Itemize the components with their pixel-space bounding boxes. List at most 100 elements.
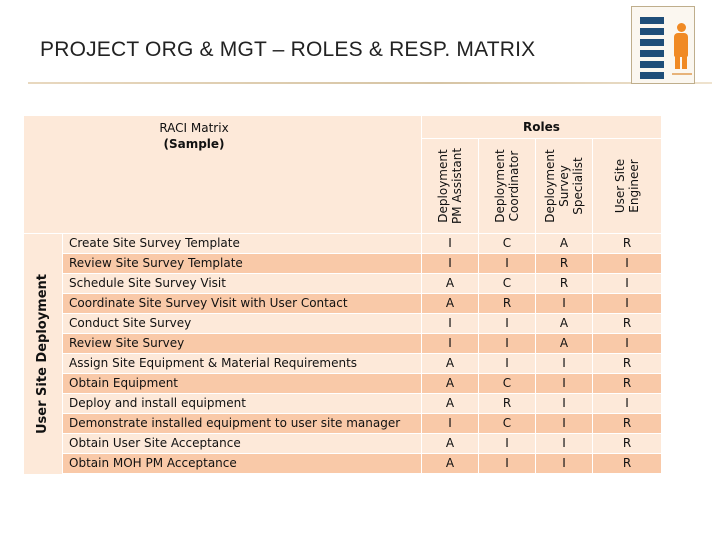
table-row: Coordinate Site Survey Visit with User C… [63, 294, 661, 313]
role-header-cell: Deployment Survey Specialist [536, 139, 592, 233]
table-row: Create Site Survey Template I C A R [63, 234, 661, 253]
task-label: Obtain MOH PM Acceptance [69, 456, 237, 470]
thumbnail-bar [640, 61, 664, 68]
raci-cell: A [445, 376, 455, 390]
raci-cell: A [445, 396, 455, 410]
raci-cell: I [625, 296, 629, 310]
slide-thumbnail-image [631, 6, 695, 84]
raci-cell: I [562, 356, 566, 370]
raci-cell: I [505, 456, 509, 470]
raci-cell: I [625, 256, 629, 270]
raci-cell: I [448, 336, 452, 350]
role-label-pm-assistant: Deployment PM Assistant [436, 147, 464, 225]
column-divider [478, 139, 479, 474]
raci-cell: I [562, 376, 566, 390]
raci-cell: I [625, 336, 629, 350]
raci-cell: I [562, 436, 566, 450]
task-label: Obtain User Site Acceptance [69, 436, 241, 450]
column-divider [535, 139, 536, 474]
raci-cell: I [505, 356, 509, 370]
raci-cell: A [445, 296, 455, 310]
raci-cell: I [448, 416, 452, 430]
raci-cell: I [505, 436, 509, 450]
role-header-cell: Deployment PM Assistant [422, 139, 478, 233]
person-icon [674, 23, 688, 69]
table-row: Schedule Site Survey Visit A C R I [63, 274, 661, 293]
raci-cell: R [502, 396, 512, 410]
matrix-title: RACI Matrix (Sample) [24, 120, 364, 152]
raci-cell: I [505, 256, 509, 270]
table-row: Assign Site Equipment & Material Require… [63, 354, 661, 373]
role-label-site-engineer: User Site Engineer [613, 158, 641, 214]
raci-cell: I [562, 296, 566, 310]
task-label: Demonstrate installed equipment to user … [69, 416, 401, 430]
raci-cell: R [622, 376, 632, 390]
table-row: Obtain User Site Acceptance A I I R [63, 434, 661, 453]
slide-title: PROJECT ORG & MGT – ROLES & RESP. MATRIX [40, 38, 536, 61]
raci-cell: R [622, 456, 632, 470]
task-label: Create Site Survey Template [69, 236, 240, 250]
raci-cell: I [505, 316, 509, 330]
thumbnail-bar [640, 17, 664, 24]
role-label-coordinator: Deployment Coordinator [493, 149, 521, 223]
raci-cell: I [505, 336, 509, 350]
thumbnail-bar [640, 28, 664, 35]
raci-cell: R [622, 356, 632, 370]
matrix-title-line2: (Sample) [163, 137, 225, 151]
task-label: Assign Site Equipment & Material Require… [69, 356, 358, 370]
task-label: Obtain Equipment [69, 376, 179, 390]
raci-cell: R [622, 436, 632, 450]
raci-cell: R [502, 296, 512, 310]
column-divider [421, 116, 422, 474]
raci-cell: A [559, 316, 569, 330]
role-header-cell: User Site Engineer [593, 139, 661, 233]
raci-cell: I [625, 396, 629, 410]
role-label-survey-specialist: Deployment Survey Specialist [543, 149, 585, 223]
task-label: Review Site Survey [69, 336, 185, 350]
task-label: Conduct Site Survey [69, 316, 192, 330]
title-divider [28, 82, 712, 84]
raci-cell: I [562, 456, 566, 470]
task-label: Schedule Site Survey Visit [69, 276, 226, 290]
raci-cell: C [502, 276, 512, 290]
raci-cell: A [445, 456, 455, 470]
raci-cell: I [448, 316, 452, 330]
raci-cell: C [502, 236, 512, 250]
raci-cell: I [625, 276, 629, 290]
raci-cell: C [502, 416, 512, 430]
table-row: Demonstrate installed equipment to user … [63, 414, 661, 433]
table-row: Deploy and install equipment A R I I [63, 394, 661, 413]
row-divider [24, 233, 661, 234]
group-cell: User Site Deployment [24, 234, 62, 474]
raci-cell: A [559, 236, 569, 250]
task-label: Coordinate Site Survey Visit with User C… [69, 296, 348, 310]
raci-cell: C [502, 376, 512, 390]
raci-cell: R [559, 256, 569, 270]
thumbnail-bar [640, 39, 664, 46]
task-label: Review Site Survey Template [69, 256, 243, 270]
raci-cell: R [622, 316, 632, 330]
row-divider [422, 138, 661, 139]
raci-cell: R [622, 236, 632, 250]
table-row: Review Site Survey Template I I R I [63, 254, 661, 273]
table-row: Review Site Survey I I A I [63, 334, 661, 353]
thumbnail-caption [672, 73, 692, 75]
matrix-title-cell: RACI Matrix (Sample) [24, 116, 421, 233]
raci-cell: I [562, 416, 566, 430]
raci-cell: A [445, 356, 455, 370]
task-label: Deploy and install equipment [69, 396, 246, 410]
raci-cell: I [448, 256, 452, 270]
column-divider [592, 139, 593, 474]
raci-cell: I [562, 396, 566, 410]
role-header-cell: Deployment Coordinator [479, 139, 535, 233]
raci-cell: A [445, 436, 455, 450]
table-row: Conduct Site Survey I I A R [63, 314, 661, 333]
matrix-title-line1: RACI Matrix [159, 121, 229, 135]
raci-cell: R [559, 276, 569, 290]
raci-cell: A [445, 276, 455, 290]
table-row: Obtain Equipment A C I R [63, 374, 661, 393]
thumbnail-bar [640, 50, 664, 57]
raci-matrix-table: RACI Matrix (Sample) Roles Deployment PM… [24, 116, 661, 474]
thumbnail-bar [640, 72, 664, 79]
raci-cell: R [622, 416, 632, 430]
